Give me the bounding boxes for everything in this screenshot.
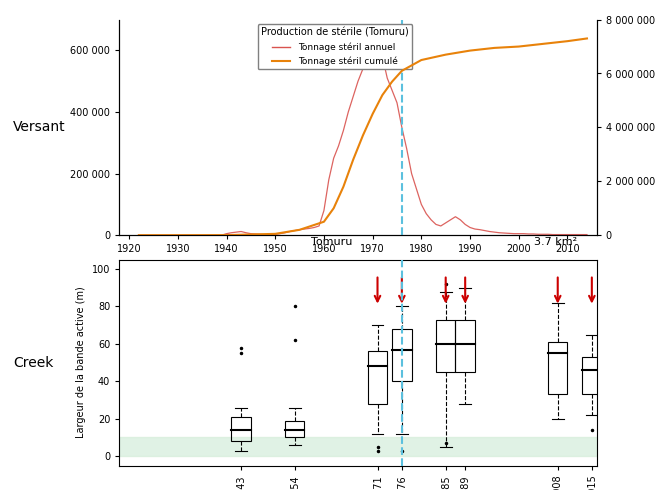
Bar bbox=[436, 319, 455, 372]
Text: Creek: Creek bbox=[13, 356, 54, 369]
Bar bbox=[119, 438, 597, 456]
Bar bbox=[231, 417, 251, 441]
Y-axis label: Largeur de la bande active (m): Largeur de la bande active (m) bbox=[76, 287, 86, 439]
Bar bbox=[455, 319, 475, 372]
Text: 3.7 km²: 3.7 km² bbox=[534, 238, 577, 247]
Bar bbox=[392, 329, 412, 381]
Text: Versant: Versant bbox=[13, 121, 66, 134]
Bar bbox=[285, 420, 304, 438]
Bar bbox=[548, 342, 568, 394]
Text: Tomuru: Tomuru bbox=[311, 238, 352, 247]
Legend: Tonnage stéril annuel, Tonnage stéril cumulé: Tonnage stéril annuel, Tonnage stéril cu… bbox=[257, 24, 412, 70]
Bar bbox=[582, 357, 601, 394]
Bar bbox=[368, 351, 387, 404]
